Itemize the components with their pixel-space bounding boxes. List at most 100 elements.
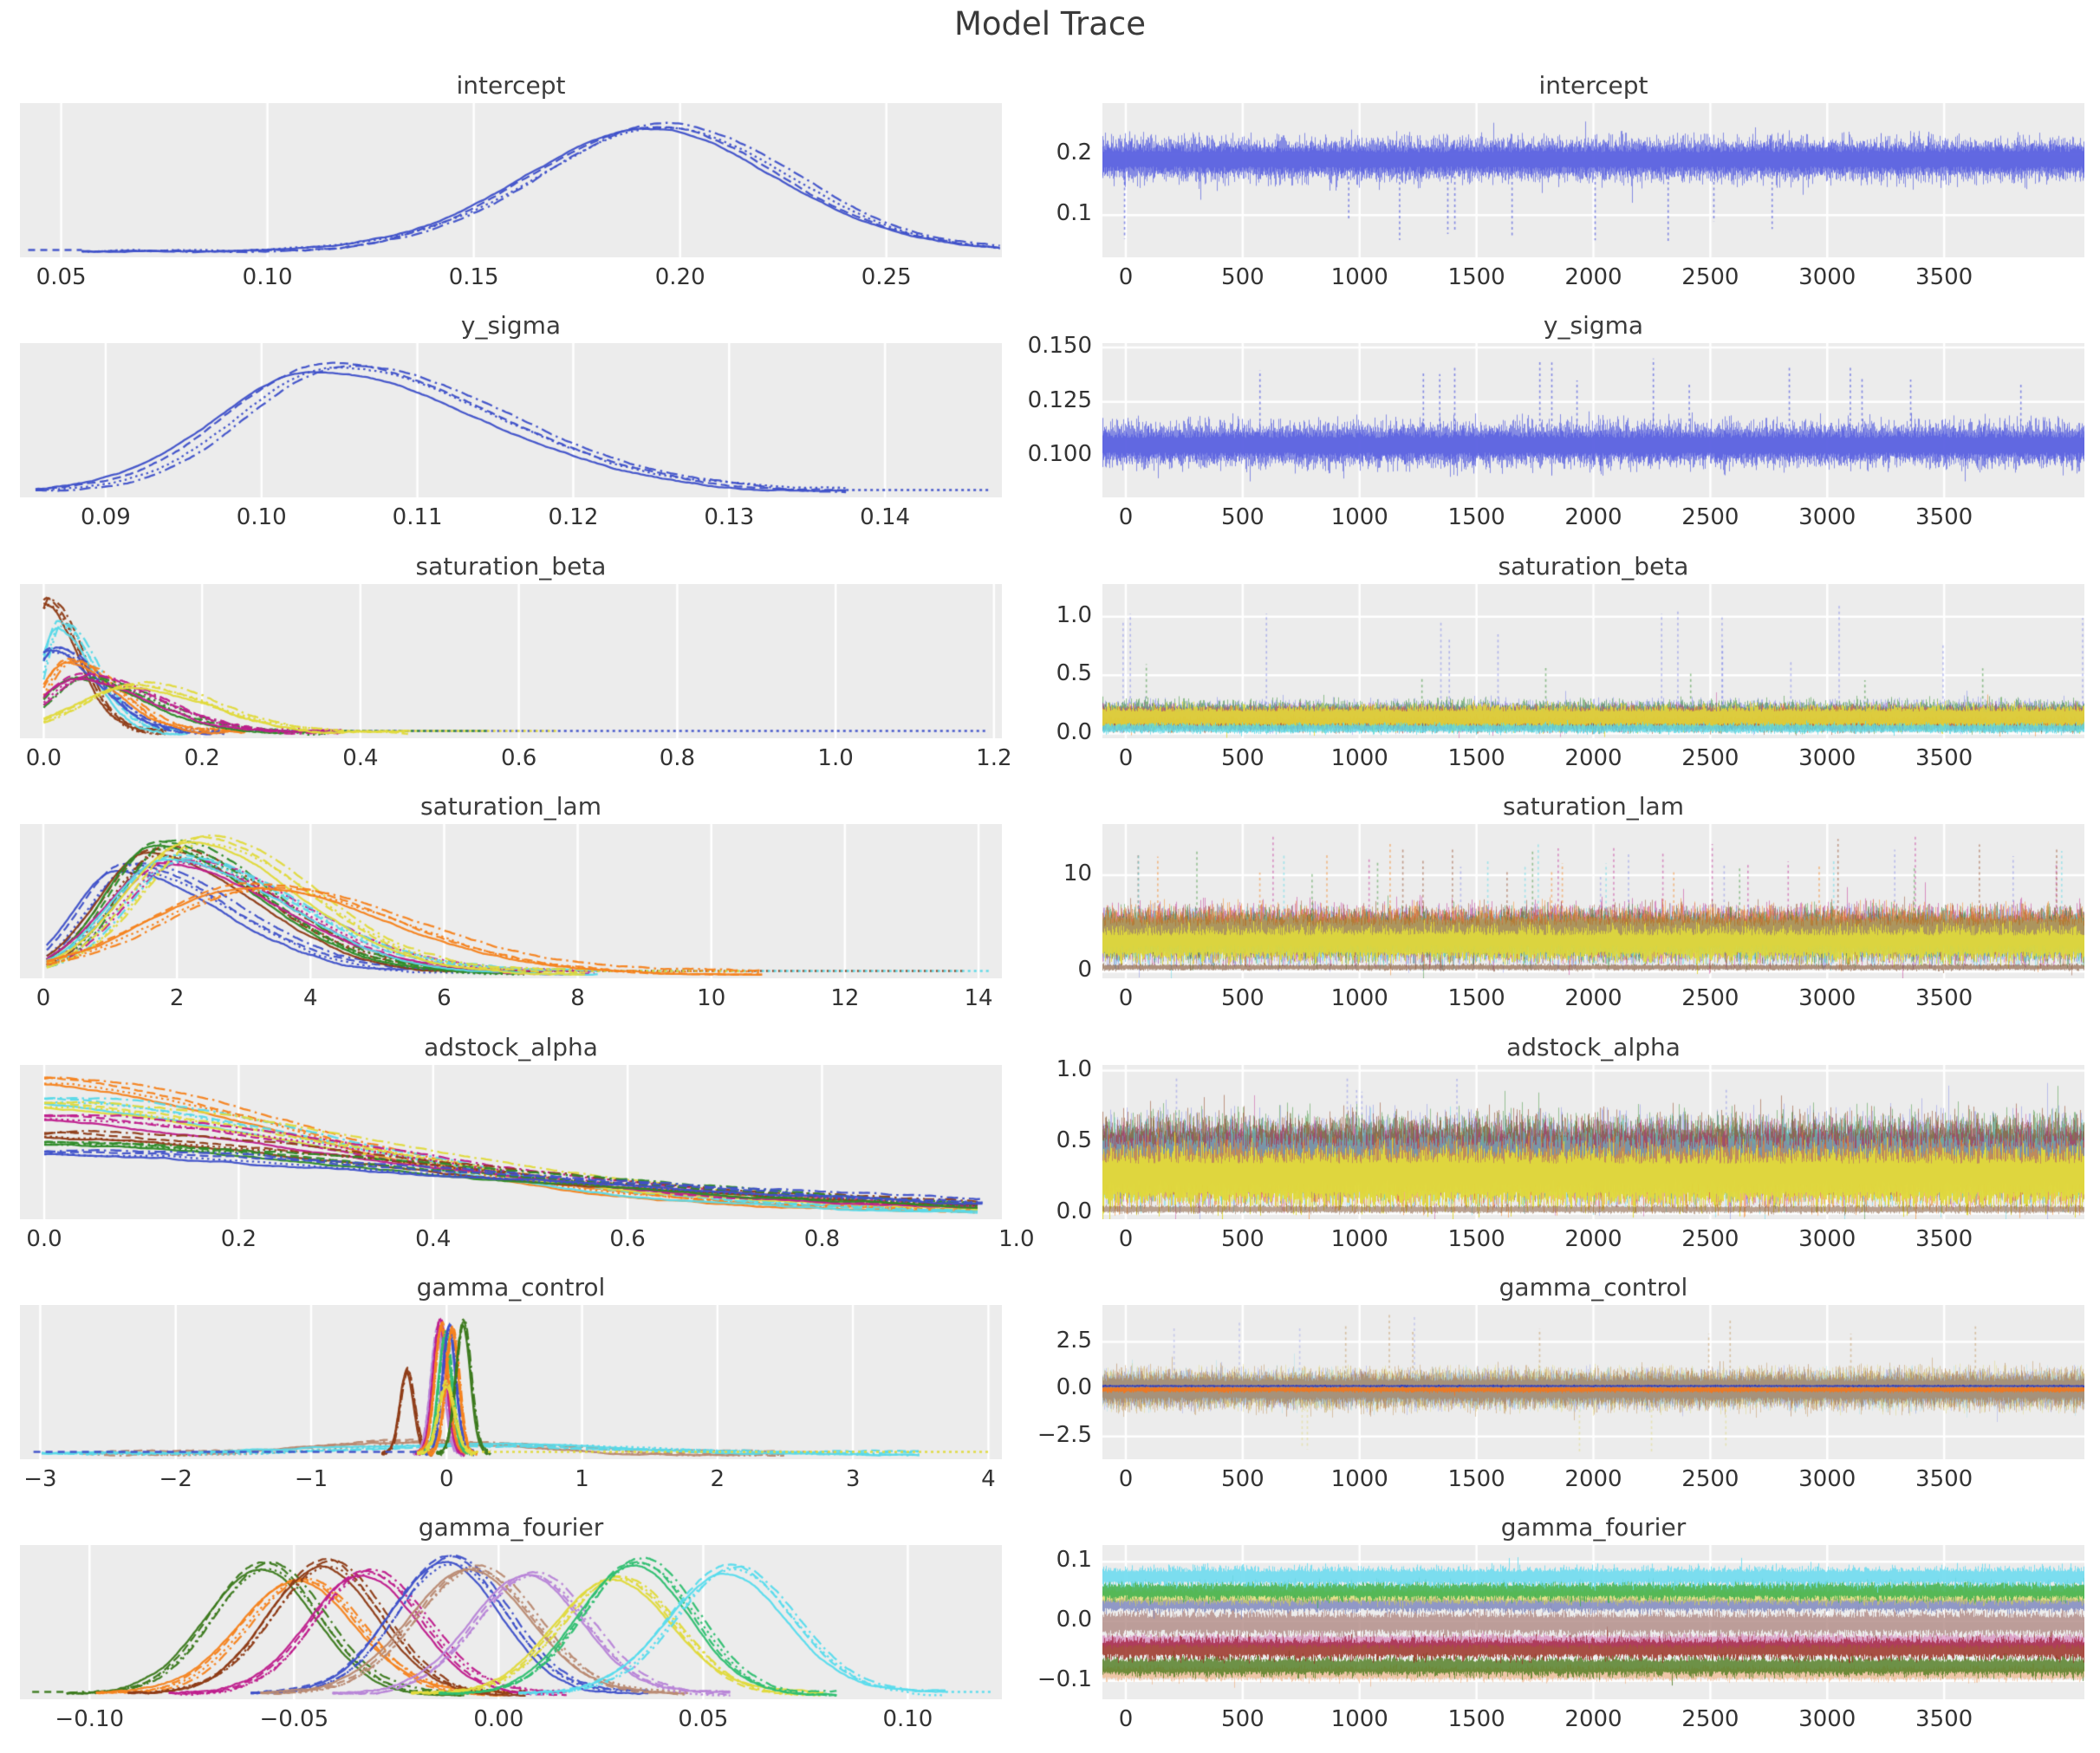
kde-xtick-gamma_fourier-0: −0.10	[55, 1706, 125, 1732]
kde-xtick-intercept-1: 0.10	[242, 264, 293, 290]
trace-xtick-adstock_alpha-3: 1500	[1447, 1226, 1505, 1252]
kde-xtick-saturation_beta-2: 0.4	[342, 745, 379, 771]
trace-xtick-y_sigma-0: 0	[1118, 504, 1134, 530]
kde-xtick-gamma_control-2: −1	[294, 1466, 328, 1492]
density-title-saturation_beta: saturation_beta	[415, 552, 607, 581]
kde-xtick-saturation_lam-7: 14	[964, 985, 993, 1011]
trace-title-adstock_alpha: adstock_alpha	[1506, 1033, 1681, 1062]
trace-xtick-adstock_alpha-1: 500	[1221, 1226, 1265, 1252]
trace-xtick-saturation_lam-7: 3500	[1915, 985, 1973, 1011]
kde-xtick-gamma_control-4: 1	[575, 1466, 589, 1492]
trace-ytick-saturation_beta-0: 0.0	[1056, 718, 1092, 745]
trace-ytick-intercept-0: 0.1	[1056, 200, 1092, 227]
trace-ytick-gamma_fourier-0: −0.1	[1037, 1665, 1092, 1692]
kde-xtick-saturation_lam-1: 2	[169, 985, 185, 1011]
kde-xtick-saturation_lam-2: 4	[302, 985, 318, 1011]
kde-xtick-gamma_control-3: 0	[439, 1466, 454, 1492]
trace-ytick-adstock_alpha-0: 0.0	[1056, 1198, 1092, 1225]
kde-xtick-saturation_lam-5: 10	[697, 985, 726, 1011]
trace-xtick-saturation_beta-5: 2500	[1681, 745, 1739, 771]
trace-xtick-adstock_alpha-4: 2000	[1564, 1226, 1622, 1252]
kde-xtick-gamma_control-5: 2	[710, 1466, 725, 1492]
trace-xtick-intercept-0: 0	[1118, 264, 1134, 290]
kde-xtick-gamma_control-0: −3	[23, 1466, 57, 1492]
gamma_control-density-plot	[20, 1305, 1002, 1459]
trace-xtick-adstock_alpha-5: 2500	[1681, 1226, 1739, 1252]
trace-xtick-intercept-2: 1000	[1330, 264, 1388, 290]
trace-xtick-gamma_control-5: 2500	[1681, 1466, 1739, 1492]
trace-xtick-y_sigma-7: 3500	[1915, 504, 1973, 530]
density-title-adstock_alpha: adstock_alpha	[424, 1033, 598, 1062]
kde-xtick-saturation_beta-3: 0.6	[500, 745, 537, 771]
density-title-y_sigma: y_sigma	[460, 311, 562, 340]
kde-xtick-saturation_beta-4: 0.8	[659, 745, 696, 771]
trace-ytick-gamma_control-1: 0.0	[1056, 1374, 1092, 1401]
kde-xtick-gamma_fourier-4: 0.10	[882, 1706, 933, 1732]
kde-xtick-gamma_control-7: 4	[981, 1466, 996, 1492]
trace-title-saturation_beta: saturation_beta	[1498, 552, 1689, 581]
adstock_alpha-trace-plot	[1102, 1065, 2084, 1219]
trace-xtick-saturation_beta-3: 1500	[1447, 745, 1505, 771]
y_sigma-trace-plot	[1102, 343, 2084, 497]
trace-xtick-gamma_control-1: 500	[1221, 1466, 1265, 1492]
kde-xtick-gamma_fourier-1: −0.05	[259, 1706, 329, 1732]
trace-xtick-saturation_beta-1: 500	[1221, 745, 1265, 771]
kde-xtick-y_sigma-0: 0.09	[80, 504, 131, 530]
trace-xtick-adstock_alpha-2: 1000	[1330, 1226, 1388, 1252]
saturation_beta-trace-plot	[1102, 584, 2084, 738]
trace-xtick-gamma_fourier-1: 500	[1221, 1706, 1265, 1732]
trace-xtick-intercept-1: 500	[1221, 264, 1265, 290]
trace-xtick-saturation_beta-4: 2000	[1564, 745, 1622, 771]
trace-xtick-gamma_fourier-2: 1000	[1330, 1706, 1388, 1732]
kde-xtick-saturation_lam-3: 6	[437, 985, 452, 1011]
trace-xtick-y_sigma-6: 3000	[1798, 504, 1856, 530]
kde-xtick-gamma_fourier-3: 0.05	[678, 1706, 729, 1732]
kde-xtick-saturation_lam-4: 8	[570, 985, 585, 1011]
kde-xtick-y_sigma-5: 0.14	[860, 504, 911, 530]
trace-xtick-gamma_control-0: 0	[1118, 1466, 1134, 1492]
trace-xtick-gamma_fourier-7: 3500	[1915, 1706, 1973, 1732]
kde-xtick-adstock_alpha-2: 0.4	[415, 1226, 452, 1252]
kde-xtick-y_sigma-1: 0.10	[236, 504, 287, 530]
trace-ytick-intercept-1: 0.2	[1056, 140, 1092, 166]
trace-xtick-gamma_fourier-5: 2500	[1681, 1706, 1739, 1732]
trace-xtick-gamma_control-6: 3000	[1798, 1466, 1856, 1492]
trace-xtick-saturation_beta-6: 3000	[1798, 745, 1856, 771]
trace-ytick-saturation_lam-0: 0	[1077, 957, 1092, 984]
trace-ytick-saturation_beta-2: 1.0	[1056, 601, 1092, 628]
gamma_fourier-trace-plot	[1102, 1545, 2084, 1699]
trace-ytick-saturation_lam-1: 10	[1063, 860, 1092, 886]
trace-xtick-gamma_fourier-4: 2000	[1564, 1706, 1622, 1732]
trace-xtick-saturation_beta-7: 3500	[1915, 745, 1973, 771]
kde-xtick-y_sigma-4: 0.13	[704, 504, 755, 530]
kde-xtick-adstock_alpha-4: 0.8	[803, 1226, 841, 1252]
trace-xtick-intercept-5: 2500	[1681, 264, 1739, 290]
trace-xtick-y_sigma-2: 1000	[1330, 504, 1388, 530]
trace-ytick-gamma_control-2: 2.5	[1056, 1327, 1092, 1354]
trace-ytick-y_sigma-2: 0.150	[1027, 333, 1092, 359]
kde-xtick-saturation_beta-1: 0.2	[184, 745, 220, 771]
trace-xtick-saturation_lam-2: 1000	[1330, 985, 1388, 1011]
trace-xtick-saturation_lam-0: 0	[1118, 985, 1134, 1011]
trace-xtick-gamma_fourier-3: 1500	[1447, 1706, 1505, 1732]
trace-xtick-y_sigma-5: 2500	[1681, 504, 1739, 530]
kde-xtick-saturation_beta-5: 1.0	[817, 745, 854, 771]
kde-xtick-saturation_beta-0: 0.0	[25, 745, 62, 771]
trace-title-intercept: intercept	[1538, 71, 1648, 100]
saturation_beta-density-plot	[20, 584, 1002, 738]
gamma_fourier-density-plot	[20, 1545, 1002, 1699]
gamma_control-trace-plot	[1102, 1305, 2084, 1459]
trace-ytick-saturation_beta-1: 0.5	[1056, 660, 1092, 687]
trace-xtick-adstock_alpha-7: 3500	[1915, 1226, 1973, 1252]
trace-xtick-y_sigma-1: 500	[1221, 504, 1265, 530]
trace-title-gamma_fourier: gamma_fourier	[1500, 1513, 1687, 1542]
trace-ytick-gamma_fourier-1: 0.0	[1056, 1606, 1092, 1633]
kde-xtick-intercept-4: 0.25	[861, 264, 912, 290]
kde-xtick-intercept-3: 0.20	[654, 264, 705, 290]
kde-xtick-adstock_alpha-5: 1.0	[998, 1226, 1035, 1252]
trace-xtick-saturation_lam-1: 500	[1221, 985, 1265, 1011]
saturation_lam-density-plot	[20, 824, 1002, 978]
trace-title-saturation_lam: saturation_lam	[1503, 792, 1684, 821]
kde-xtick-intercept-2: 0.15	[448, 264, 499, 290]
